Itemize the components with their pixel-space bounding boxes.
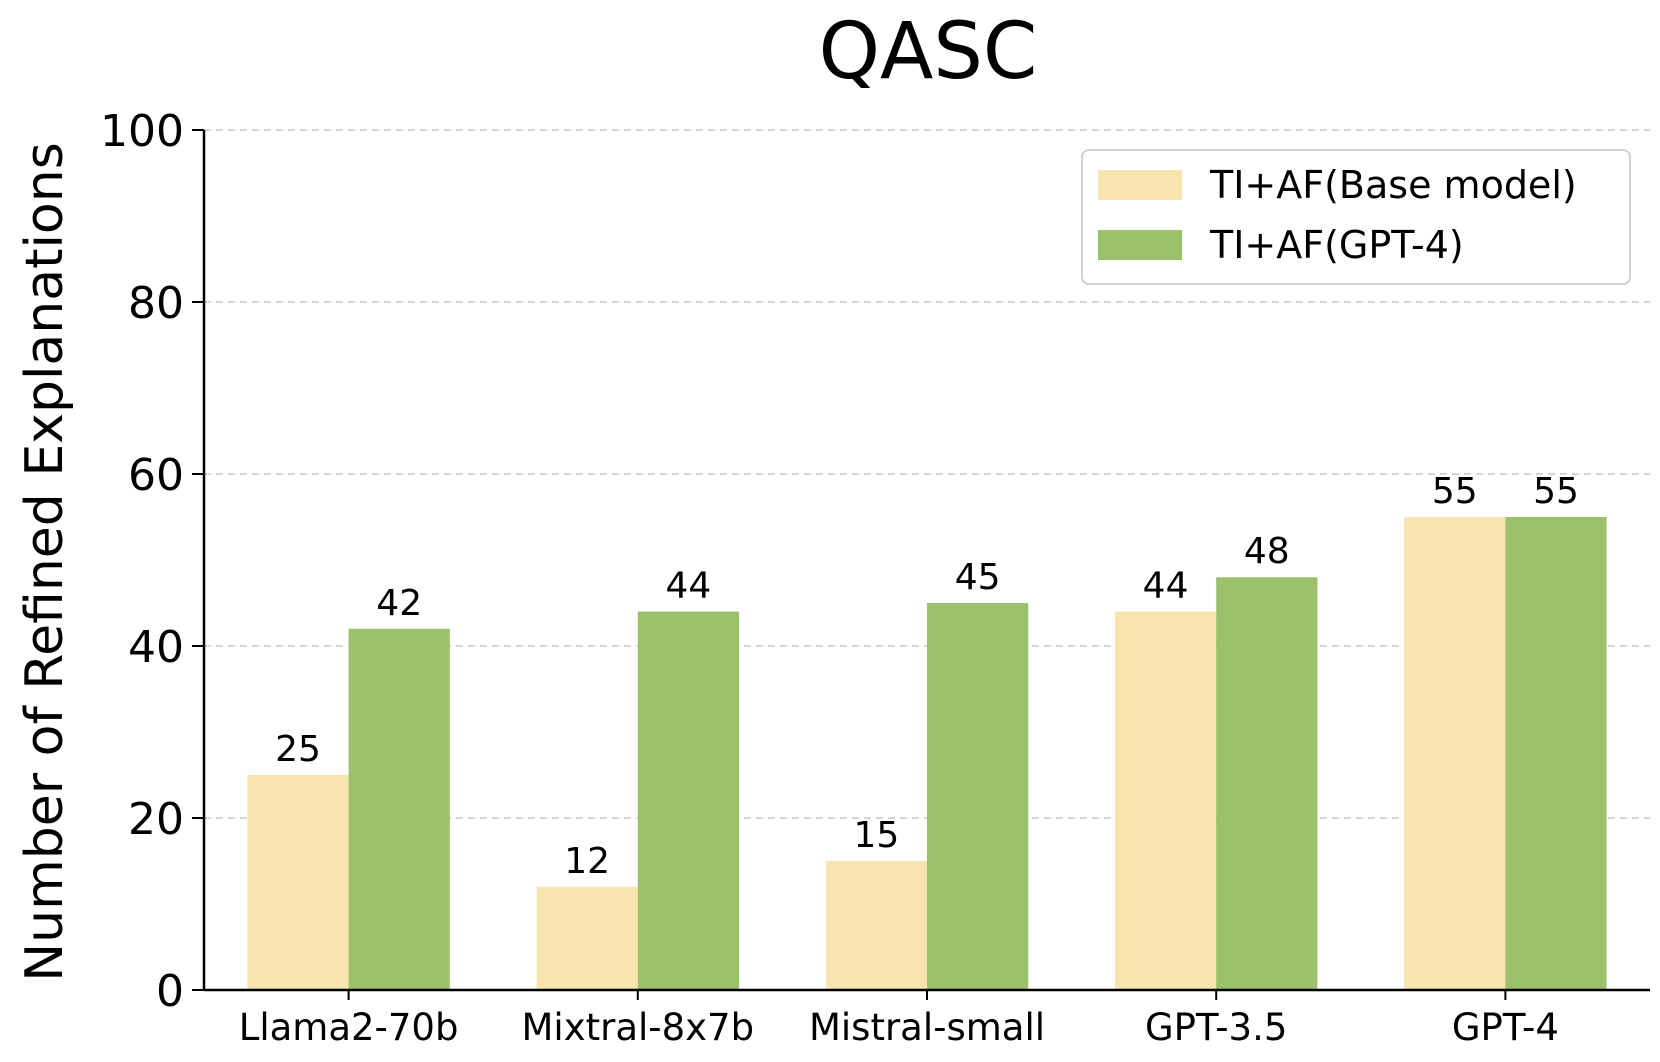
bar-base-model: [536, 886, 638, 990]
y-tick-label: 60: [128, 450, 184, 501]
y-axis-label: Number of Refined Explanations: [15, 142, 75, 982]
x-tick-label: GPT-4: [1452, 1006, 1559, 1049]
data-label: 55: [1432, 471, 1478, 512]
data-label: 45: [955, 557, 1001, 598]
x-tick-labels: Llama2-70b Mixtral-8x7b Mistral-small GPT-3…: [239, 1006, 1559, 1049]
y-tick-labels: 0 20 40 60 80 100: [100, 106, 184, 1017]
bar-gpt4: [927, 603, 1029, 990]
data-label: 48: [1244, 531, 1290, 572]
bar-gpt4: [348, 628, 450, 990]
y-tick-label: 40: [128, 622, 184, 673]
chart-title: QASC: [819, 7, 1038, 97]
bar-gpt4: [1216, 577, 1318, 990]
x-tick-label: Llama2-70b: [239, 1006, 459, 1049]
legend-box: [1081, 149, 1631, 285]
bar-gpt4: [1505, 517, 1607, 990]
data-labels: 25 42 12 44 15 45 44 48 55 55: [275, 471, 1579, 882]
y-tick-label: 0: [156, 966, 184, 1017]
data-label: 42: [376, 583, 422, 624]
legend-label: TI+AF(GPT-4): [1209, 223, 1464, 267]
x-tick-label: GPT-3.5: [1145, 1006, 1287, 1049]
data-label: 12: [564, 841, 610, 882]
bar-gpt4: [637, 611, 740, 990]
bar-base-model: [247, 775, 349, 990]
bars: [247, 517, 1607, 990]
data-label: 44: [666, 566, 712, 607]
y-tick-label: 80: [128, 278, 184, 329]
data-label: 44: [1143, 566, 1189, 607]
data-label: 55: [1533, 471, 1579, 512]
legend: TI+AF(Base model) TI+AF(GPT-4): [1081, 149, 1631, 285]
legend-label: TI+AF(Base model): [1209, 163, 1577, 207]
x-tick-label: Mixtral-8x7b: [522, 1006, 755, 1049]
x-tick-label: Mistral-small: [809, 1006, 1045, 1049]
legend-swatch: [1098, 230, 1182, 260]
legend-swatch: [1098, 170, 1182, 200]
bar-base-model: [1404, 517, 1506, 990]
bar-base-model: [825, 861, 927, 990]
axes: [192, 129, 1650, 1000]
bar-base-model: [1114, 611, 1217, 990]
data-label: 25: [275, 729, 321, 770]
y-tick-label: 100: [100, 106, 184, 157]
data-label: 15: [853, 815, 899, 856]
y-tick-label: 20: [128, 794, 184, 845]
